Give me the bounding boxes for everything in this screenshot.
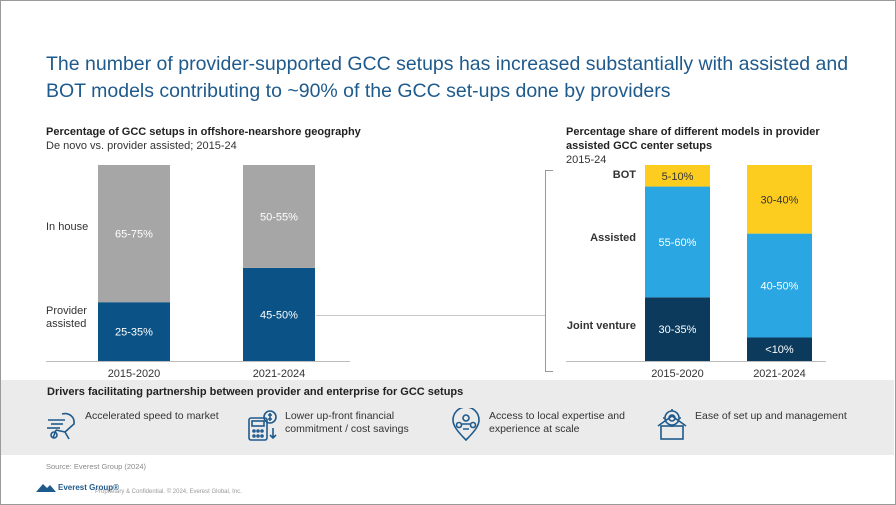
drivers-title: Drivers facilitating partnership between… bbox=[47, 386, 464, 398]
logo-text: Everest Group® bbox=[58, 482, 120, 492]
data-label-bot-1: 5-10% bbox=[662, 171, 694, 183]
chart2-title: Percentage share of different models in … bbox=[566, 126, 820, 152]
connector-line bbox=[316, 315, 545, 316]
x-tick-label-2: 2021-2024 bbox=[753, 368, 806, 380]
speed-icon bbox=[47, 412, 75, 440]
bar-provider-assisted-2 bbox=[243, 267, 315, 361]
data-label-in-house-1: 65-75% bbox=[115, 229, 153, 241]
chart2-bracket bbox=[545, 170, 553, 372]
everest-logo: Everest Group® bbox=[36, 482, 119, 492]
driver-cost: Lower up-front financial commitment / co… bbox=[245, 408, 425, 442]
data-label-assisted-2: 40-50% bbox=[761, 281, 799, 293]
data-label-provider-assisted-1: 25-35% bbox=[115, 327, 153, 339]
bar-joint-venture-1 bbox=[645, 297, 710, 361]
x-tick-label-2: 2021-2024 bbox=[253, 368, 306, 380]
legend-joint-venture: Joint venture bbox=[567, 320, 636, 332]
driver-speed: Accelerated speed to market bbox=[45, 408, 225, 442]
bar-bot-1 bbox=[645, 165, 710, 187]
expertise-icon bbox=[452, 408, 480, 442]
bar-assisted-1 bbox=[645, 186, 710, 298]
data-label-bot-2: 30-40% bbox=[761, 194, 799, 206]
bar-in-house-2 bbox=[243, 165, 315, 268]
legend-provider-assisted-line1: Provider bbox=[46, 305, 87, 317]
x-tick-label-1: 2015-2020 bbox=[651, 368, 704, 380]
source-note: Source: Everest Group (2024) bbox=[46, 462, 147, 471]
data-label-provider-assisted-2: 45-50% bbox=[260, 309, 298, 321]
legend-in-house: In house bbox=[46, 221, 88, 233]
data-label-in-house-2: 50-55% bbox=[260, 211, 298, 223]
mountain-icon bbox=[36, 484, 56, 492]
drivers-panel: Drivers facilitating partnership between… bbox=[1, 380, 894, 455]
footer-copyright: Proprietary & Confidential. © 2024, Ever… bbox=[95, 489, 242, 495]
bar-assisted-2 bbox=[747, 233, 812, 338]
legend-assisted: Assisted bbox=[590, 232, 636, 244]
driver-speed-label: Accelerated speed to market bbox=[85, 410, 219, 422]
data-label-assisted-1: 55-60% bbox=[659, 237, 697, 249]
chart1-subtitle: De novo vs. provider assisted; 2015-24 bbox=[46, 140, 237, 152]
x-tick-label-1: 2015-2020 bbox=[108, 368, 161, 380]
bar-joint-venture-2 bbox=[747, 337, 812, 361]
bar-bot-2 bbox=[747, 165, 812, 234]
bar-in-house-1 bbox=[98, 165, 170, 303]
cost-savings-icon bbox=[248, 410, 277, 441]
setup-ease-icon bbox=[657, 409, 687, 440]
driver-setup: Ease of set up and management bbox=[655, 408, 895, 442]
slide-title: The number of provider-supported GCC set… bbox=[46, 53, 849, 102]
driver-cost-label: Lower up-front financial commitment / co… bbox=[285, 410, 409, 435]
driver-expertise-label: Access to local expertise and experience… bbox=[489, 410, 625, 435]
driver-setup-label: Ease of set up and management bbox=[695, 410, 847, 422]
legend-provider-assisted-line2: assisted bbox=[46, 318, 86, 330]
driver-expertise: Access to local expertise and experience… bbox=[449, 408, 639, 442]
legend-bot: BOT bbox=[613, 169, 637, 181]
bar-provider-assisted-1 bbox=[98, 302, 170, 361]
data-label-joint-venture-2: <10% bbox=[765, 344, 794, 356]
chart2-subtitle: 2015-24 bbox=[566, 154, 607, 166]
data-label-joint-venture-1: 30-35% bbox=[659, 324, 697, 336]
chart1-title: Percentage of GCC setups in offshore-nea… bbox=[46, 126, 361, 138]
